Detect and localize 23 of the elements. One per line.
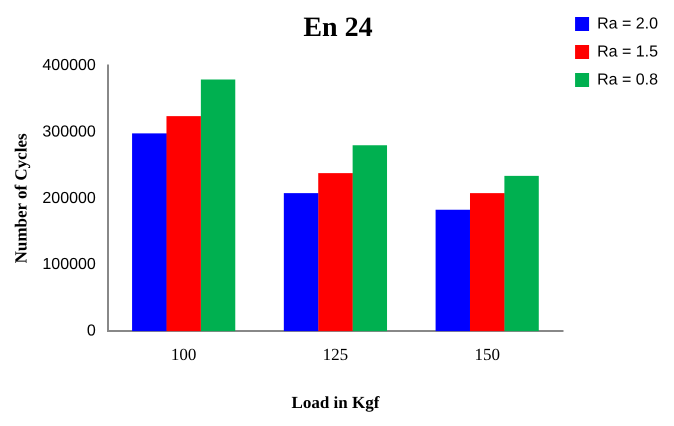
x-tick-label: 125 — [322, 344, 348, 364]
chart-title: En 24 — [303, 12, 373, 44]
legend-label: Ra = 1.5 — [597, 43, 658, 60]
bar — [284, 193, 318, 332]
legend-label: Ra = 2.0 — [597, 15, 658, 32]
y-tick-label: 200000 — [42, 190, 96, 207]
bar — [132, 133, 166, 332]
x-axis-title: Load in Kgf — [292, 393, 380, 412]
bar — [318, 173, 353, 332]
y-tick-label: 300000 — [42, 123, 96, 140]
y-tick-label: 400000 — [42, 57, 96, 74]
bar — [504, 176, 539, 332]
x-tick-label: 100 — [170, 344, 196, 364]
bar — [200, 80, 236, 332]
y-axis-title: Number of Cycles — [12, 133, 31, 264]
bar — [436, 210, 470, 332]
bar — [352, 145, 388, 332]
legend-label: Ra = 0.8 — [597, 71, 658, 88]
x-tick-label: 150 — [474, 344, 500, 364]
y-tick-label: 100000 — [42, 256, 96, 274]
bar — [166, 116, 201, 332]
y-tick-label: 0 — [86, 322, 96, 340]
bar — [470, 193, 504, 332]
